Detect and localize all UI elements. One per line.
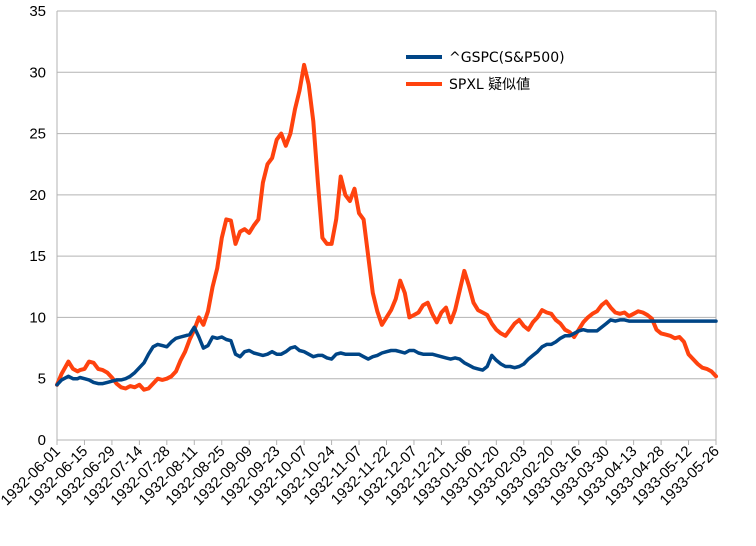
y-tick-label: 5 [38,371,46,388]
gridlines [56,10,717,441]
y-tick-label: 10 [29,309,46,326]
series-lines [55,62,718,392]
y-tick-label: 20 [29,187,46,204]
legend: ^GSPC(S&P500) SPXL 疑似値 [406,50,565,93]
legend-label-0: ^GSPC(S&P500) [449,50,565,66]
y-tick-label: 0 [38,432,46,449]
series-line-1 [55,62,718,392]
y-tick-label: 30 [29,64,46,81]
y-tick-label: 15 [29,248,46,265]
legend-label-1: SPXL 疑似値 [449,77,530,93]
y-tick-label: 25 [29,126,46,143]
x-axis-ticks: 1932-06-011932-06-151932-06-291932-07-14… [0,440,723,509]
y-axis-ticks: 0 5 10 15 20 25 30 35 [29,3,46,449]
series-line-0 [55,318,718,387]
y-tick-label: 35 [29,3,46,20]
